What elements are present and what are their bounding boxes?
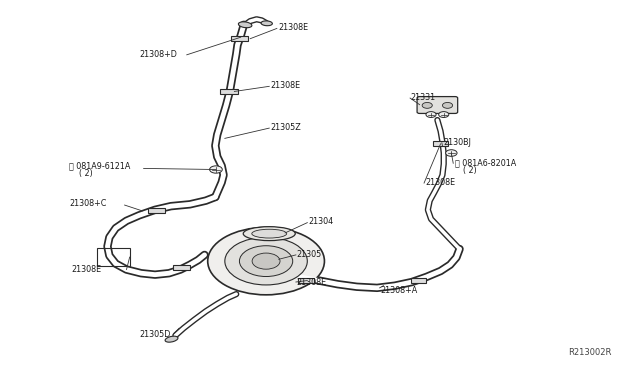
Bar <box>173 265 190 270</box>
Bar <box>230 36 248 41</box>
Text: 2130BJ: 2130BJ <box>444 138 472 147</box>
Bar <box>298 278 314 283</box>
Text: 21308E: 21308E <box>426 178 456 187</box>
Circle shape <box>239 246 292 276</box>
Circle shape <box>210 166 222 173</box>
Text: 21304: 21304 <box>308 217 333 227</box>
Bar <box>220 89 238 94</box>
Text: 21331: 21331 <box>410 93 435 102</box>
FancyBboxPatch shape <box>417 97 458 113</box>
Text: 21308E: 21308E <box>296 278 326 286</box>
Circle shape <box>426 112 436 118</box>
Text: 21308E: 21308E <box>271 81 301 90</box>
Ellipse shape <box>238 22 252 28</box>
Ellipse shape <box>165 336 178 342</box>
Text: Ⓑ 081A6-8201A: Ⓑ 081A6-8201A <box>454 158 516 167</box>
Text: 21308+D: 21308+D <box>139 50 177 59</box>
Bar <box>148 208 164 213</box>
Text: 21308E: 21308E <box>71 265 101 274</box>
Circle shape <box>442 102 452 108</box>
Ellipse shape <box>252 229 287 238</box>
Ellipse shape <box>243 227 295 241</box>
Text: 21305D: 21305D <box>139 330 170 339</box>
Text: Ⓑ 081A9-6121A: Ⓑ 081A9-6121A <box>69 161 131 170</box>
Ellipse shape <box>261 21 273 26</box>
Circle shape <box>438 112 449 118</box>
Text: 21308+C: 21308+C <box>69 199 107 208</box>
Circle shape <box>208 227 324 295</box>
Text: ( 2): ( 2) <box>79 169 93 178</box>
Text: 21308E: 21308E <box>278 23 308 32</box>
Circle shape <box>445 150 457 156</box>
Text: 21305: 21305 <box>296 250 321 259</box>
Text: ( 2): ( 2) <box>463 166 477 175</box>
Bar <box>433 141 448 146</box>
Bar <box>411 278 426 283</box>
Circle shape <box>422 102 432 108</box>
Text: R213002R: R213002R <box>568 349 612 357</box>
Text: 21308+A: 21308+A <box>380 286 417 295</box>
Bar <box>97 248 130 266</box>
Text: 21305Z: 21305Z <box>271 123 301 132</box>
Circle shape <box>225 237 307 285</box>
Circle shape <box>252 253 280 269</box>
